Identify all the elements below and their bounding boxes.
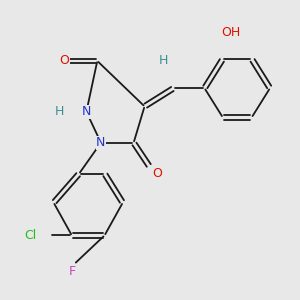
Text: N: N <box>82 105 91 118</box>
Text: Cl: Cl <box>24 229 36 242</box>
Text: F: F <box>68 265 75 278</box>
Text: N: N <box>96 136 106 149</box>
Text: O: O <box>60 54 70 68</box>
Text: H: H <box>54 105 64 118</box>
Text: OH: OH <box>221 26 241 39</box>
Text: H: H <box>159 54 168 67</box>
Text: O: O <box>152 167 162 180</box>
